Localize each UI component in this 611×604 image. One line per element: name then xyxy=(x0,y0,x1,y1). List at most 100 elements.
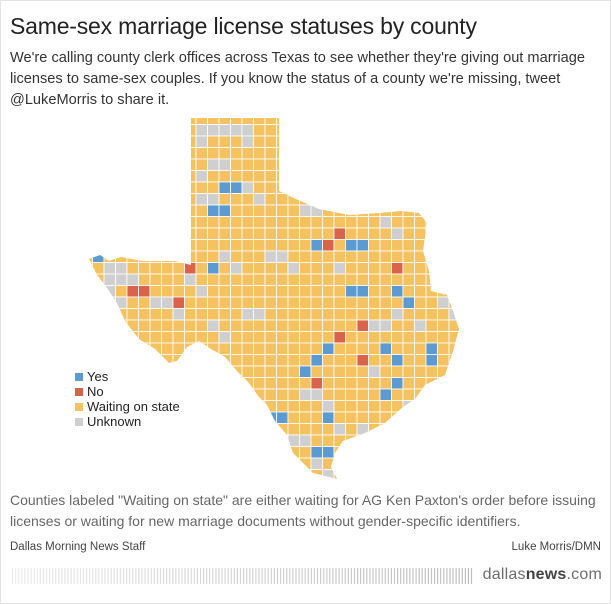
brand-stripe xyxy=(446,568,448,584)
county-cell xyxy=(89,193,93,206)
legend-swatch-no xyxy=(75,387,83,396)
county-cell xyxy=(322,319,335,332)
county-cell xyxy=(218,296,231,309)
county-cell xyxy=(391,158,404,171)
county-cell xyxy=(126,250,139,263)
brand-stripe xyxy=(27,568,29,584)
county-cell xyxy=(89,170,93,183)
brand-stripe xyxy=(292,568,294,584)
county-cell xyxy=(368,457,381,470)
county-cell xyxy=(345,124,358,137)
legend-item-no: No xyxy=(75,384,180,399)
brand-stripe xyxy=(12,568,14,584)
brand-stripe xyxy=(316,568,319,584)
dallasnews-logo-link[interactable]: dallasnews.com xyxy=(483,566,602,584)
county-cell xyxy=(126,354,139,367)
county-cell xyxy=(92,193,105,206)
county-cell xyxy=(333,400,346,413)
county-cell xyxy=(184,227,197,240)
brand-stripe xyxy=(113,568,115,584)
brand-stripe xyxy=(341,568,343,584)
county-cell xyxy=(437,469,450,479)
county-cell xyxy=(92,158,105,171)
county-cell xyxy=(322,388,335,401)
county-cell xyxy=(380,481,392,483)
county-cell xyxy=(195,181,208,194)
brand-suffix: .com xyxy=(566,566,602,583)
county-cell xyxy=(461,125,472,137)
county-cell xyxy=(461,470,472,482)
county-cell xyxy=(115,170,128,183)
county-cell xyxy=(356,354,369,367)
county-cell xyxy=(195,365,208,378)
county-cell xyxy=(195,354,208,367)
county-cell xyxy=(437,423,450,436)
county-cell xyxy=(402,411,415,424)
county-cell xyxy=(218,457,231,470)
county-cell xyxy=(414,365,427,378)
county-cell xyxy=(333,377,346,390)
county-cell xyxy=(93,481,105,483)
county-cell xyxy=(379,354,392,367)
county-cell xyxy=(437,377,450,390)
county-cell xyxy=(254,481,266,483)
county-cell xyxy=(241,170,254,183)
county-cell xyxy=(218,250,231,263)
county-cell xyxy=(414,262,427,275)
county-cell xyxy=(89,285,93,298)
county-cell xyxy=(241,377,254,390)
brand-stripe xyxy=(264,568,266,584)
county-cell xyxy=(356,457,369,470)
county-cell xyxy=(150,481,162,483)
county-cell xyxy=(461,263,472,275)
county-cell xyxy=(184,296,197,309)
county-cell xyxy=(89,296,93,309)
brand-stripe xyxy=(310,568,312,584)
county-cell xyxy=(184,170,197,183)
county-cell xyxy=(218,434,231,447)
county-cell xyxy=(126,342,139,355)
county-cell xyxy=(402,457,415,470)
county-cell xyxy=(287,273,300,286)
county-cell xyxy=(379,124,392,137)
county-cell xyxy=(368,377,381,390)
county-cell xyxy=(438,481,450,483)
county-cell xyxy=(368,239,381,252)
county-cell xyxy=(218,147,231,160)
brand-stripe xyxy=(440,568,442,584)
county-cell xyxy=(253,411,266,424)
county-cell xyxy=(92,319,105,332)
county-cell xyxy=(149,331,162,344)
county-cell xyxy=(276,400,289,413)
brand-stripe xyxy=(122,568,125,584)
county-cell xyxy=(333,388,346,401)
county-cell xyxy=(195,158,208,171)
county-cell xyxy=(448,354,459,367)
brand-stripe xyxy=(169,568,171,584)
county-cell xyxy=(218,262,231,275)
brand-stripe xyxy=(455,568,457,584)
county-cell xyxy=(310,193,323,206)
legend-item-waiting: Waiting on state xyxy=(75,399,180,414)
brand-stripe xyxy=(135,568,137,584)
county-cell xyxy=(92,135,105,148)
county-cell xyxy=(241,227,254,240)
county-cell xyxy=(138,250,151,263)
county-cell xyxy=(161,158,174,171)
county-cell xyxy=(414,354,427,367)
county-cell xyxy=(287,400,300,413)
county-cell xyxy=(287,124,300,137)
county-cell xyxy=(299,434,312,447)
county-cell xyxy=(299,411,312,424)
county-cell xyxy=(402,469,415,479)
county-cell xyxy=(115,273,128,286)
county-cell xyxy=(253,285,266,298)
county-cell xyxy=(103,135,116,148)
brand-stripe xyxy=(313,568,315,584)
county-cell xyxy=(264,181,277,194)
county-cell xyxy=(207,239,220,252)
county-cell xyxy=(230,434,243,447)
county-cell xyxy=(310,239,323,252)
brand-stripe xyxy=(52,568,54,584)
county-cell xyxy=(195,118,208,125)
